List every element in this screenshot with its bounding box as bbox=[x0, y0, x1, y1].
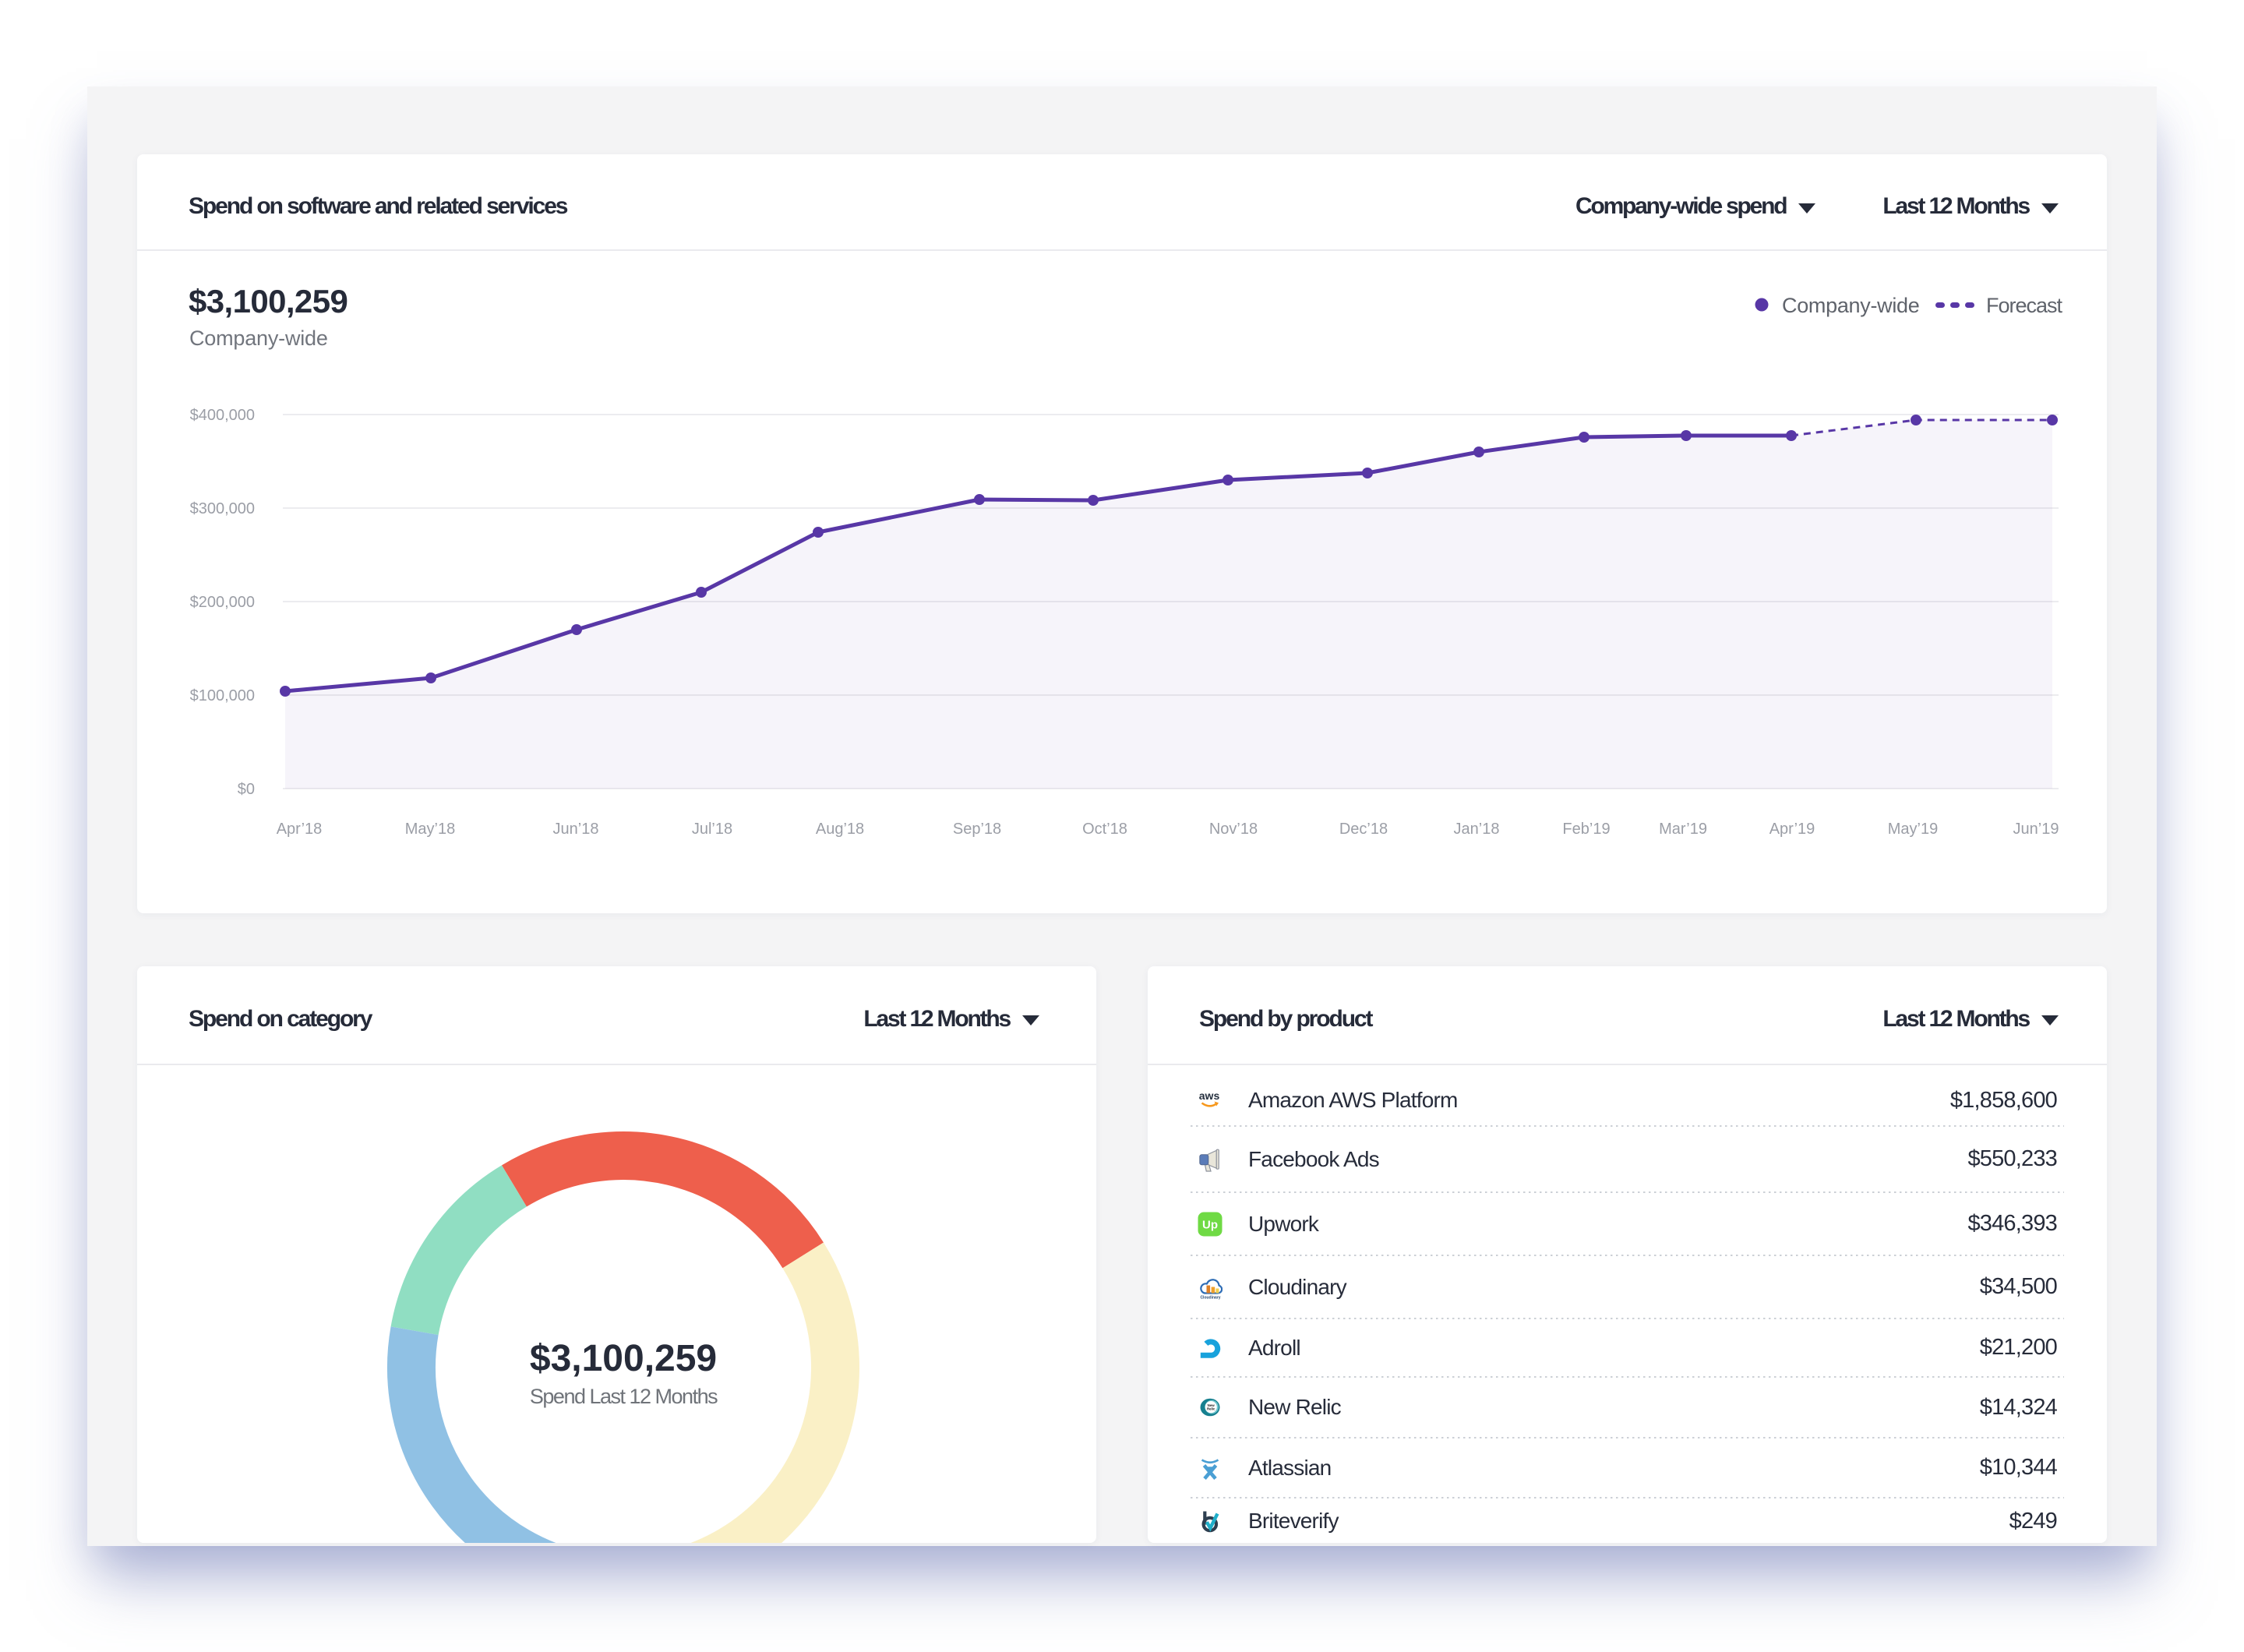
svg-text:Relic: Relic bbox=[1207, 1407, 1216, 1411]
svg-text:Jun’19: Jun’19 bbox=[2013, 821, 2059, 838]
svg-text:May’18: May’18 bbox=[405, 821, 455, 838]
svg-text:$200,000: $200,000 bbox=[190, 594, 255, 611]
svg-text:Feb’19: Feb’19 bbox=[1562, 821, 1610, 838]
svg-text:Spend Last 12 Months: Spend Last 12 Months bbox=[530, 1385, 718, 1408]
svg-text:Sep’18: Sep’18 bbox=[953, 821, 1001, 838]
svg-text:May’19: May’19 bbox=[1888, 821, 1938, 838]
svg-text:$0: $0 bbox=[238, 781, 255, 798]
svg-text:Cloudinary: Cloudinary bbox=[1200, 1295, 1220, 1300]
svg-text:Dec’18: Dec’18 bbox=[1339, 821, 1388, 838]
svg-text:$400,000: $400,000 bbox=[190, 407, 255, 424]
svg-text:Company-wide: Company-wide bbox=[1782, 294, 1919, 317]
svg-text:Apr’18: Apr’18 bbox=[277, 821, 323, 838]
svg-text:Jan’18: Jan’18 bbox=[1454, 821, 1500, 838]
svg-text:$3,100,259: $3,100,259 bbox=[530, 1338, 717, 1379]
svg-text:Jun’18: Jun’18 bbox=[553, 821, 599, 838]
svg-text:Forecast: Forecast bbox=[1986, 294, 2063, 317]
svg-text:Jul’18: Jul’18 bbox=[692, 821, 732, 838]
svg-text:New: New bbox=[1208, 1403, 1216, 1407]
svg-text:$300,000: $300,000 bbox=[190, 500, 255, 517]
svg-text:Apr’19: Apr’19 bbox=[1769, 821, 1815, 838]
svg-text:Aug’18: Aug’18 bbox=[816, 821, 864, 838]
svg-text:Oct’18: Oct’18 bbox=[1082, 821, 1127, 838]
svg-text:Mar’19: Mar’19 bbox=[1659, 821, 1707, 838]
svg-text:$100,000: $100,000 bbox=[190, 687, 255, 704]
svg-text:Up: Up bbox=[1202, 1218, 1218, 1231]
svg-text:aws: aws bbox=[1199, 1089, 1220, 1102]
svg-text:Nov’18: Nov’18 bbox=[1209, 821, 1258, 838]
